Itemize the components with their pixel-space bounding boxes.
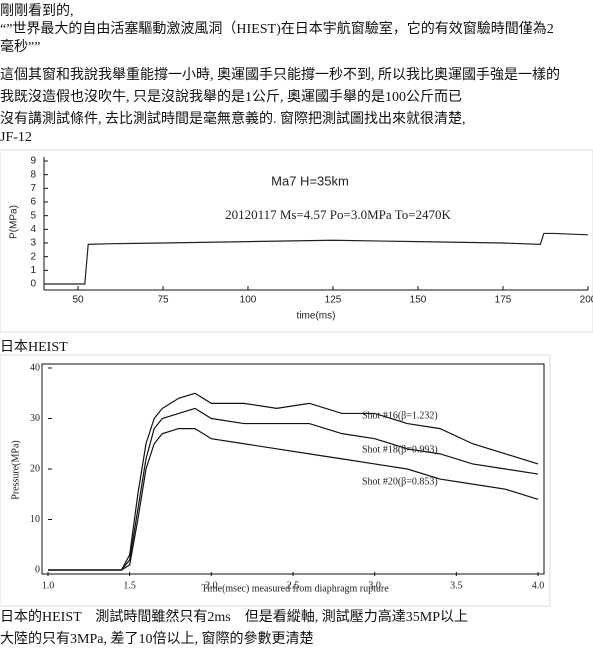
post-line: 毫秒”” bbox=[0, 40, 41, 55]
x-tick-label: 3.5 bbox=[450, 580, 463, 591]
y-axis-label: Pressure(MPa) bbox=[10, 440, 21, 499]
x-axis-label: time(ms) bbox=[297, 311, 336, 322]
data-line bbox=[44, 232, 589, 285]
y-tick-label: 3 bbox=[30, 238, 36, 249]
y-tick-label: 2 bbox=[30, 251, 36, 262]
y-tick-label: 0 bbox=[35, 564, 40, 575]
y-tick-label: 6 bbox=[30, 197, 36, 208]
y-tick-label: 0 bbox=[30, 279, 36, 290]
series-label: Shot #18(β=0.993) bbox=[362, 444, 438, 455]
y-tick-label: 4 bbox=[30, 224, 36, 235]
series-label: Shot #20(β=0.853) bbox=[362, 476, 438, 487]
annotation: 20120117 Ms=4.57 Po=3.0MPa To=2470K bbox=[225, 207, 451, 222]
y-tick-label: 40 bbox=[30, 362, 40, 373]
y-tick-label: 1 bbox=[30, 265, 36, 276]
post-line: 日本的HEIST 測試時間雖然只有2ms 但是看縱軸, 測試壓力高達35MP以上 bbox=[0, 610, 468, 625]
series-label: Shot #16(β=1.232) bbox=[362, 410, 438, 421]
post-line: 剛剛看到的, bbox=[0, 4, 74, 19]
chart-frame bbox=[0, 354, 551, 607]
x-tick-label: 200 bbox=[580, 295, 593, 306]
annotation: Ma7 H=35km bbox=[271, 173, 349, 188]
x-tick-label: 50 bbox=[72, 295, 84, 306]
data-line bbox=[48, 407, 539, 571]
y-tick-label: 10 bbox=[30, 514, 40, 525]
y-tick-label: 30 bbox=[30, 413, 40, 424]
post-line: 沒有講測試條件, 去比測試時間是毫無意義的. 窗際把測試圖找出來就很清楚, bbox=[0, 112, 466, 127]
post-line: “”世界最大的自由活塞驅動激波風洞（HIEST)在日本宇航窗驗室，它的有效窗驗時… bbox=[0, 22, 554, 37]
x-tick-label: 150 bbox=[410, 295, 427, 306]
post-line: 這個其窗和我說我舉重能撐一小時, 奧運國手只能撐一秒不到, 所以我比奧運國手強是… bbox=[0, 68, 560, 83]
post-line: JF-12 bbox=[0, 130, 32, 145]
x-tick-label: 4.0 bbox=[532, 580, 545, 591]
data-line bbox=[48, 428, 539, 571]
x-tick-label: 1.0 bbox=[42, 580, 55, 591]
y-tick-label: 20 bbox=[30, 463, 40, 474]
x-tick-label: 2.0 bbox=[205, 580, 218, 591]
data-line bbox=[48, 392, 539, 571]
x-tick-label: 1.5 bbox=[123, 580, 136, 591]
y-axis-label: P(MPa) bbox=[9, 205, 20, 239]
post-line: 日本HEIST bbox=[0, 340, 68, 355]
x-tick-label: 2.5 bbox=[287, 580, 300, 591]
x-tick-label: 75 bbox=[157, 295, 169, 306]
x-tick-label: 100 bbox=[240, 295, 257, 306]
post-line: 大陸的只有3MPa, 差了10倍以上, 窗際的參數更清楚 bbox=[0, 632, 314, 647]
post-line: 我既沒造假也沒吹牛, 只是沒說我舉的是1公斤, 奧運國手舉的是100公斤而已 bbox=[0, 90, 462, 105]
x-tick-label: 125 bbox=[325, 295, 342, 306]
y-tick-label: 5 bbox=[30, 210, 36, 221]
x-axis-label: Time(msec) measured from diaphragm ruptu… bbox=[201, 583, 389, 594]
x-tick-label: 3.0 bbox=[368, 580, 381, 591]
y-tick-label: 7 bbox=[30, 183, 36, 194]
x-tick-label: 175 bbox=[495, 295, 512, 306]
y-tick-label: 9 bbox=[30, 156, 36, 167]
y-tick-label: 8 bbox=[30, 169, 36, 180]
